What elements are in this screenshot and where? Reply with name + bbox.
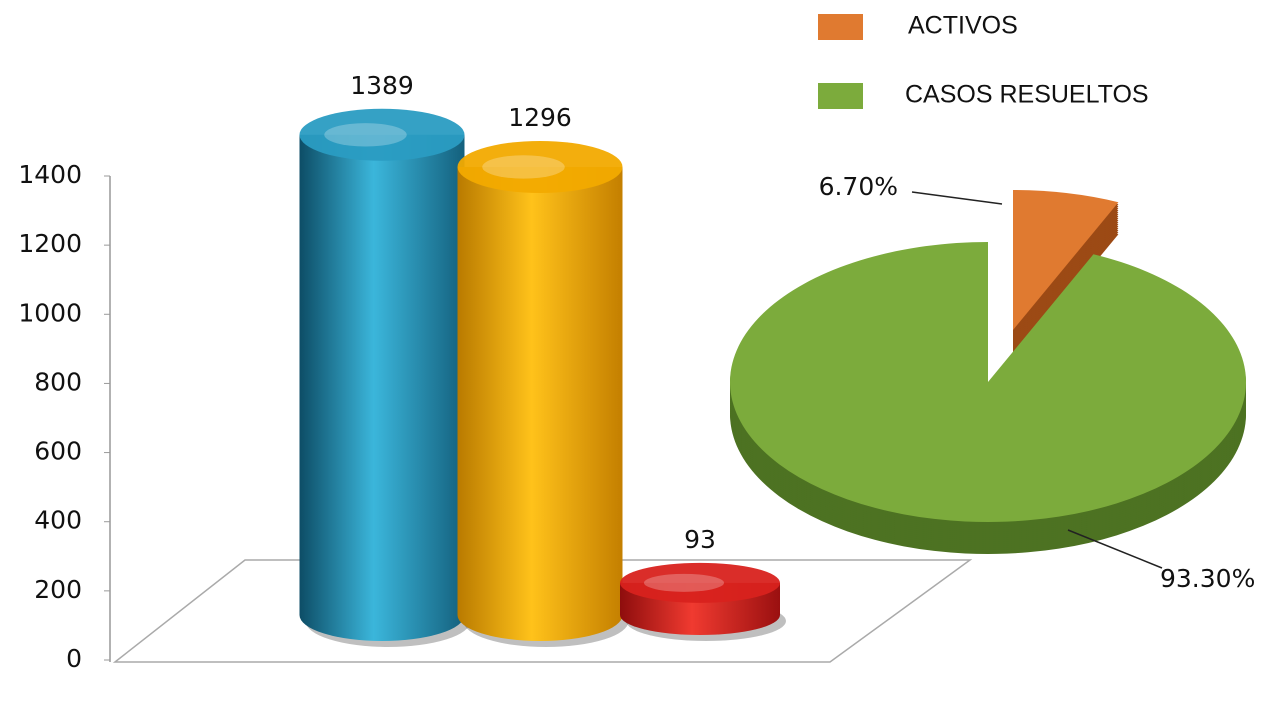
slice-top [1013,190,1119,330]
y-tick-label: 1200 [18,229,82,258]
leader-line [1067,529,1163,569]
leader-line [911,191,1003,205]
y-tick-label: 600 [34,437,82,466]
floor [112,559,973,663]
cylinder-body [457,166,623,641]
y-tick-label: 200 [34,575,82,604]
cylinder [620,562,786,641]
cylinder-top [620,562,780,603]
highlight [482,155,565,179]
data-label: 1296 [508,103,572,132]
data-label: 6.70% [819,172,898,201]
legend-swatch [818,83,863,109]
legend-swatch [818,14,863,40]
highlight [644,573,724,592]
data-label: 93.30% [1160,564,1255,593]
y-tick-label: 800 [34,367,82,396]
legend-label: CASOS RESUELTOS [905,81,1149,109]
cylinder-body [299,134,465,641]
cylinder-top [299,108,465,161]
data-label: 1389 [350,71,414,100]
y-tick-label: 1400 [18,160,82,189]
cylinder [457,140,629,647]
y-tick-label: 0 [66,644,82,673]
y-tick-label: 1000 [18,298,82,327]
highlight [324,123,407,147]
data-label: 93 [684,525,716,554]
y-tick-label: 400 [34,506,82,535]
pie-slice [730,242,1247,554]
cylinder-top [457,140,623,193]
legend-label: ACTIVOS [908,12,1018,40]
slice-top [730,242,1247,522]
cylinder [299,108,471,647]
